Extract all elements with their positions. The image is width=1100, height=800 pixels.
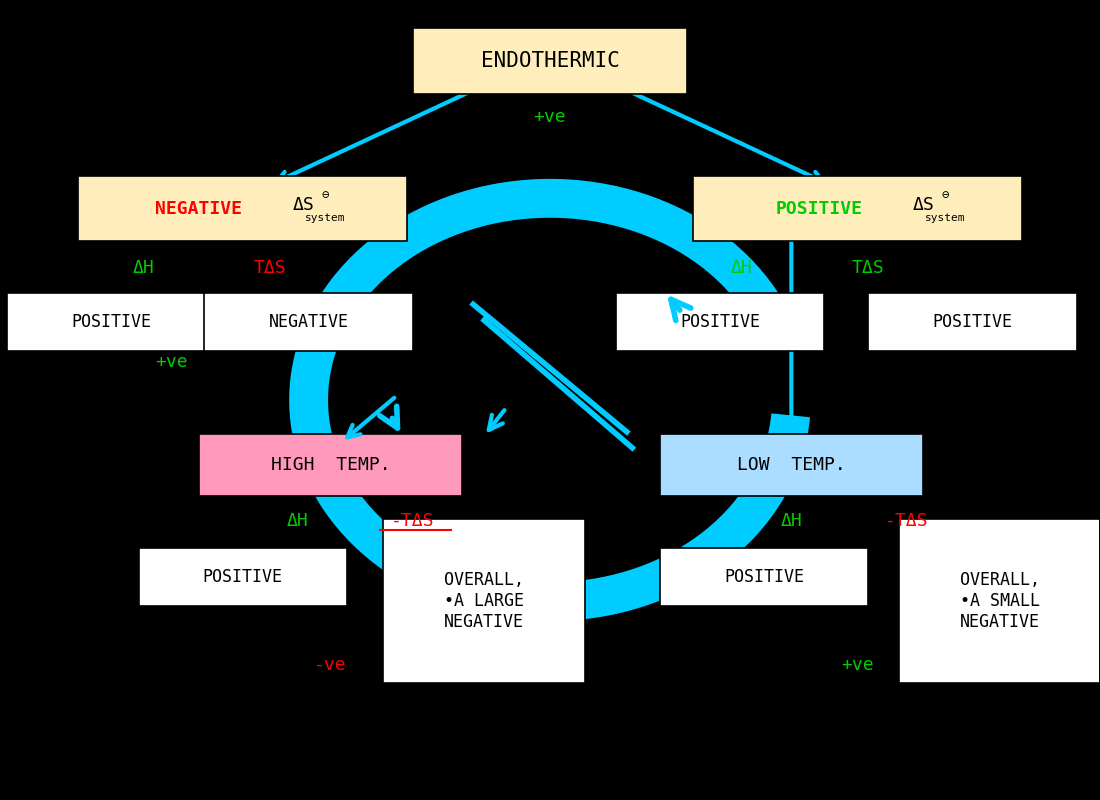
FancyBboxPatch shape: [139, 548, 346, 606]
FancyBboxPatch shape: [616, 293, 824, 350]
Text: ΔH: ΔH: [287, 512, 308, 530]
FancyBboxPatch shape: [199, 434, 462, 497]
Text: +ve: +ve: [155, 353, 188, 370]
Text: OVERALL,
•A LARGE
NEGATIVE: OVERALL, •A LARGE NEGATIVE: [444, 571, 525, 630]
Text: POSITIVE: POSITIVE: [724, 568, 804, 586]
Text: NEGATIVE: NEGATIVE: [268, 313, 349, 331]
Text: POSITIVE: POSITIVE: [202, 568, 283, 586]
Text: ΔH: ΔH: [133, 259, 155, 278]
FancyBboxPatch shape: [660, 434, 923, 497]
FancyBboxPatch shape: [383, 519, 585, 682]
Text: POSITIVE: POSITIVE: [933, 313, 1012, 331]
Text: NEGATIVE: NEGATIVE: [155, 200, 242, 218]
Text: -TΔS: -TΔS: [884, 512, 928, 530]
Text: POSITIVE: POSITIVE: [680, 313, 760, 331]
Text: ΔH: ΔH: [732, 259, 752, 278]
Text: TΔS: TΔS: [254, 259, 286, 278]
Text: HIGH  TEMP.: HIGH TEMP.: [271, 456, 390, 474]
Text: TΔS: TΔS: [851, 259, 884, 278]
Text: OVERALL,
•A SMALL
NEGATIVE: OVERALL, •A SMALL NEGATIVE: [960, 571, 1040, 630]
FancyBboxPatch shape: [205, 293, 412, 350]
FancyBboxPatch shape: [7, 293, 216, 350]
FancyBboxPatch shape: [78, 176, 407, 242]
FancyBboxPatch shape: [868, 293, 1077, 350]
Text: -ve: -ve: [315, 656, 346, 674]
Text: POSITIVE: POSITIVE: [776, 200, 862, 218]
Text: ΔS: ΔS: [912, 197, 934, 214]
Text: system: system: [305, 214, 345, 223]
FancyBboxPatch shape: [412, 29, 688, 94]
Text: -TΔS: -TΔS: [392, 512, 434, 530]
Text: ENDOTHERMIC: ENDOTHERMIC: [481, 51, 619, 71]
FancyBboxPatch shape: [660, 548, 868, 606]
Text: system: system: [925, 214, 966, 223]
Text: POSITIVE: POSITIVE: [72, 313, 151, 331]
Text: ⊖: ⊖: [321, 190, 329, 202]
Text: +ve: +ve: [534, 108, 566, 126]
Text: ΔH: ΔH: [781, 512, 802, 530]
FancyBboxPatch shape: [899, 519, 1100, 682]
Text: +ve: +ve: [840, 656, 873, 674]
FancyBboxPatch shape: [693, 176, 1022, 242]
Text: ΔS: ΔS: [293, 197, 314, 214]
Text: LOW  TEMP.: LOW TEMP.: [737, 456, 846, 474]
Text: ⊖: ⊖: [942, 190, 948, 202]
